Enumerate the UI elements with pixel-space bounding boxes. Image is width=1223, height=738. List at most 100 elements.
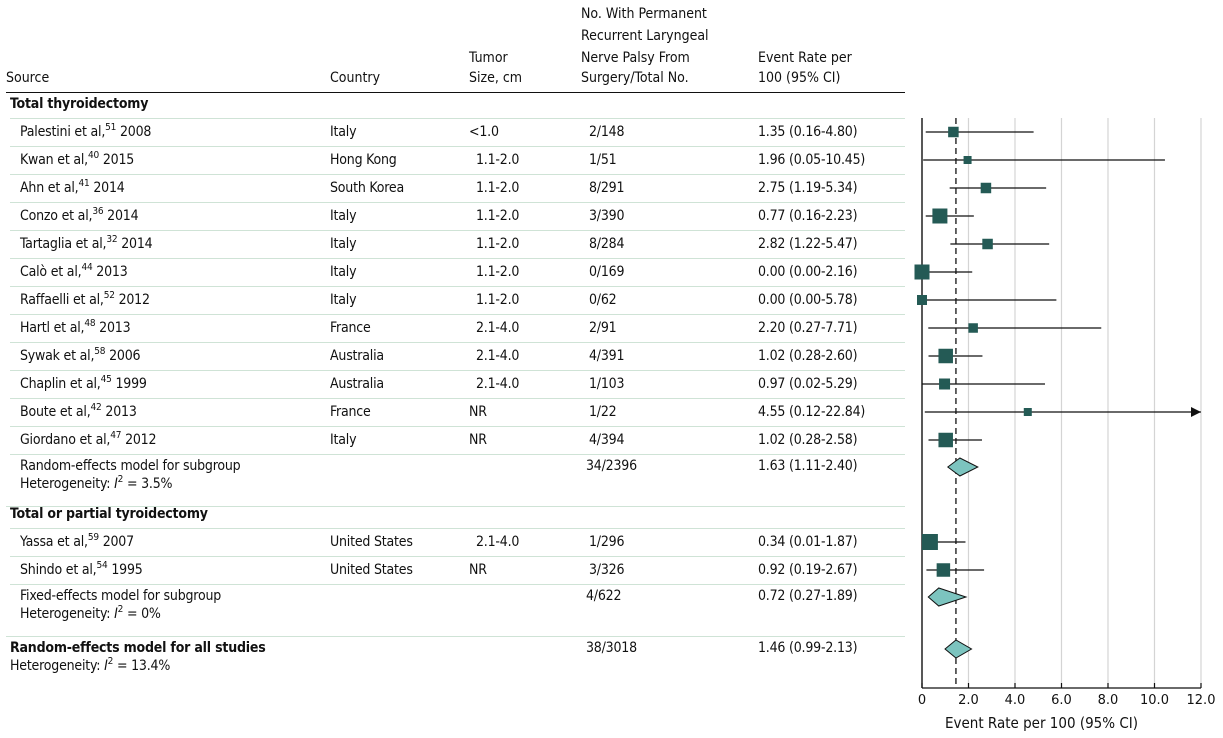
study-country: Italy	[330, 208, 357, 224]
study-year: 2012	[118, 292, 150, 308]
row-divider	[10, 174, 905, 175]
header-rule	[6, 92, 905, 93]
header-events-2: Recurrent Laryngeal	[581, 28, 709, 44]
row-divider	[10, 146, 905, 147]
study-author: Raffaelli et al,	[20, 292, 104, 308]
study-tumor-size: 2.1-4.0	[476, 348, 520, 364]
row-divider	[10, 398, 905, 399]
study-event-rate: 2.82 (1.22-5.47)	[758, 236, 858, 252]
study-country: France	[330, 320, 371, 336]
row-divider	[10, 426, 905, 427]
study-country: Italy	[330, 236, 357, 252]
study-events: 0/62	[589, 292, 617, 308]
row-divider	[6, 506, 905, 507]
study-author: Ahn et al,	[20, 180, 79, 196]
summary-label: Fixed-effects model for subgroup	[20, 588, 222, 604]
study-events: 4/394	[589, 432, 625, 448]
study-source: Calò et al,44 2013	[20, 263, 128, 281]
study-source: Palestini et al,51 2008	[20, 123, 152, 141]
study-year: 2012	[125, 432, 157, 448]
study-event-rate: 1.02 (0.28-2.58)	[758, 432, 858, 448]
study-ref: 42	[90, 402, 102, 413]
study-events: 0/169	[589, 264, 625, 280]
study-source: Boute et al,42 2013	[20, 402, 137, 421]
study-source: Kwan et al,40 2015	[20, 150, 135, 169]
study-events: 4/391	[589, 348, 625, 364]
study-author: Sywak et al,	[20, 348, 95, 364]
summary-events: 34/2396	[586, 458, 637, 474]
point-estimate-square	[980, 182, 992, 194]
study-event-rate: 4.55 (0.12-22.84)	[758, 404, 866, 420]
study-source: Ahn et al,41 2014	[20, 179, 125, 197]
study-author: Yassa et al,	[20, 534, 88, 550]
row-divider	[10, 584, 905, 585]
study-ref: 47	[110, 430, 122, 441]
header-events-3: Nerve Palsy From	[581, 50, 690, 66]
point-estimate-square	[914, 264, 930, 280]
x-tick-label: 12.0	[1187, 693, 1216, 708]
study-country: Italy	[330, 292, 357, 308]
study-tumor-size: 2.1-4.0	[476, 376, 520, 392]
point-estimate-square	[948, 126, 959, 138]
study-year: 2008	[119, 124, 152, 140]
study-event-rate: 0.00 (0.00-2.16)	[758, 264, 858, 280]
point-estimate-square	[938, 348, 953, 364]
x-tick-label: 10.0	[1140, 693, 1169, 708]
study-country: Australia	[330, 348, 384, 364]
study-ref: 48	[84, 318, 96, 329]
point-estimate-square	[968, 323, 978, 333]
x-tick-label: 6.0	[1051, 693, 1072, 708]
study-events: 2/91	[589, 320, 617, 336]
study-ref: 40	[87, 150, 100, 161]
study-year: 2013	[105, 404, 137, 420]
study-year: 1995	[111, 562, 143, 578]
header-source: Source	[6, 70, 50, 86]
study-events: 1/296	[589, 534, 625, 550]
study-event-rate: 1.02 (0.28-2.60)	[758, 348, 858, 364]
study-tumor-size: NR	[469, 562, 487, 578]
heterogeneity-sup: 2	[117, 604, 124, 615]
x-tick-label: 2.0	[958, 693, 979, 708]
study-event-rate: 1.96 (0.05-10.45)	[758, 152, 866, 168]
group-title: Total or partial tyroidectomy	[10, 506, 208, 522]
study-events: 8/291	[589, 180, 625, 196]
study-year: 2015	[102, 152, 135, 168]
study-author: Conzo et al,	[20, 208, 93, 224]
study-tumor-size: NR	[469, 432, 487, 448]
row-divider	[10, 454, 905, 455]
header-country: Country	[330, 70, 381, 86]
study-author: Giordano et al,	[20, 432, 111, 448]
study-events: 3/326	[589, 562, 625, 578]
study-country: Italy	[330, 432, 357, 448]
group-title: Total thyroidectomy	[10, 96, 149, 112]
summary-diamond	[927, 587, 968, 607]
row-divider	[10, 118, 905, 119]
study-country: Australia	[330, 376, 384, 392]
study-author: Calò et al,	[20, 264, 82, 280]
heterogeneity-value: = 13.4%	[113, 658, 171, 674]
heterogeneity-i: I	[114, 476, 118, 492]
study-tumor-size: <1.0	[469, 124, 499, 140]
study-country: Hong Kong	[330, 152, 397, 168]
study-events: 8/284	[589, 236, 625, 252]
row-divider	[10, 342, 905, 343]
study-source: Yassa et al,59 2007	[20, 533, 134, 551]
study-author: Boute et al,	[20, 404, 91, 420]
study-year: 2013	[96, 264, 128, 280]
study-source: Tartaglia et al,32 2014	[20, 235, 153, 253]
row-divider	[10, 230, 905, 231]
study-source: Chaplin et al,45 1999	[20, 375, 147, 393]
x-tick-label: 4.0	[1005, 693, 1026, 708]
study-country: United States	[330, 534, 413, 550]
row-divider	[10, 528, 905, 529]
study-event-rate: 0.77 (0.16-2.23)	[758, 208, 858, 224]
heterogeneity-value: = 0%	[123, 606, 161, 622]
point-estimate-square	[932, 208, 948, 224]
heterogeneity-prefix: Heterogeneity:	[10, 658, 105, 674]
study-event-rate: 0.92 (0.19-2.67)	[758, 562, 858, 578]
heterogeneity-prefix: Heterogeneity:	[20, 476, 115, 492]
point-estimate-square	[938, 432, 953, 448]
summary-diamond	[944, 639, 973, 659]
point-estimate-square	[963, 156, 972, 164]
